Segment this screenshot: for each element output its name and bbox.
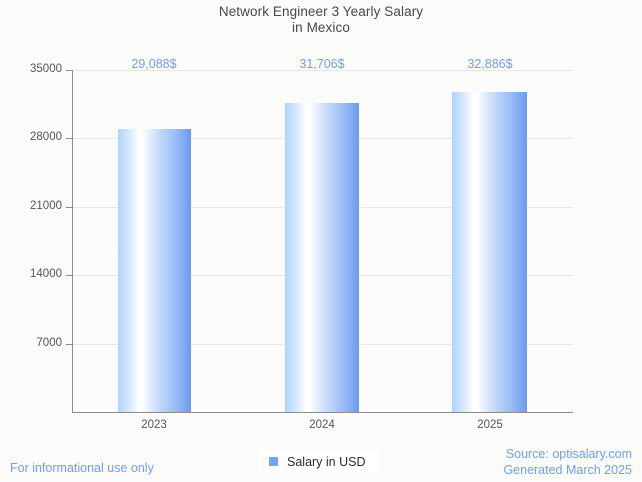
bar-2024[interactable] xyxy=(285,103,359,412)
bar-2023[interactable] xyxy=(118,129,191,412)
y-tick-mark xyxy=(66,344,72,345)
y-tick-label: 7000 xyxy=(36,337,62,349)
source-attribution: Source: optisalary.com Generated March 2… xyxy=(503,446,632,478)
x-axis-label-2023: 2023 xyxy=(141,419,167,431)
disclaimer-text: For informational use only xyxy=(10,461,154,475)
generated-line: Generated March 2025 xyxy=(503,463,632,477)
x-axis-label-2024: 2024 xyxy=(309,419,335,431)
y-tick-label: 28000 xyxy=(30,131,62,143)
y-tick-label: 35000 xyxy=(30,63,62,75)
y-tick-mark xyxy=(66,207,72,208)
y-axis-line xyxy=(72,70,73,413)
y-tick-label: 14000 xyxy=(30,268,62,280)
legend-item-label: Salary in USD xyxy=(287,454,366,469)
bar-2025[interactable] xyxy=(452,92,527,412)
chart-title: Network Engineer 3 Yearly Salary in Mexi… xyxy=(0,4,642,36)
chart-legend[interactable]: Salary in USD xyxy=(258,450,379,473)
source-line: Source: optisalary.com xyxy=(505,447,632,461)
y-tick-mark xyxy=(66,70,72,71)
bar-value-label-2024: 31,706$ xyxy=(299,57,345,71)
y-tick-mark xyxy=(66,138,72,139)
x-axis-line xyxy=(72,412,573,413)
chart-title-line-1: Network Engineer 3 Yearly Salary xyxy=(218,4,424,19)
x-axis-label-2025: 2025 xyxy=(477,419,503,431)
y-tick-label: 21000 xyxy=(30,200,62,212)
legend-swatch-icon xyxy=(269,457,278,466)
gridline-35000 xyxy=(72,70,573,71)
y-tick-mark xyxy=(66,275,72,276)
bar-value-label-2025: 32,886$ xyxy=(467,57,513,71)
chart-title-line-2: in Mexico xyxy=(292,20,350,35)
bar-value-label-2023: 29,088$ xyxy=(131,57,177,71)
